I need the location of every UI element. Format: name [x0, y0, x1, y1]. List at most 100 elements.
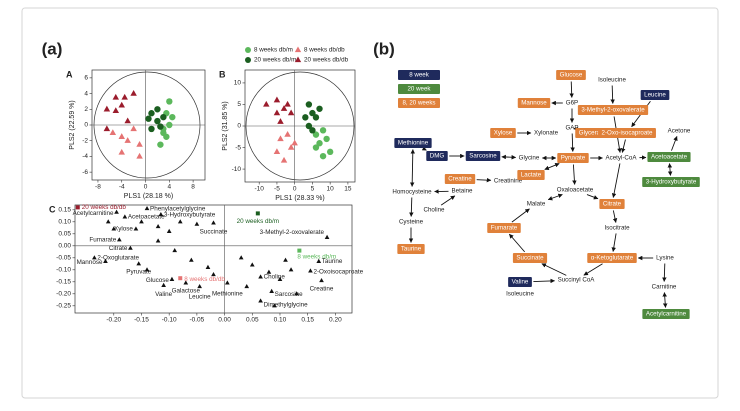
point [197, 284, 202, 289]
point [283, 257, 288, 262]
legend-marker [245, 57, 251, 63]
point [294, 291, 299, 296]
point-label: Xylose [114, 226, 133, 233]
point [323, 135, 330, 143]
point [177, 219, 183, 224]
point [172, 248, 178, 253]
pathway-arrow [667, 163, 673, 176]
node-box-label: Mannose [521, 100, 547, 107]
node-label: Isoleucine [598, 77, 626, 84]
subplot-label: A [66, 69, 73, 79]
y-tick-label: -0.10 [56, 267, 71, 274]
pathway-arrow [572, 164, 577, 185]
plot-frame [74, 204, 353, 314]
point [105, 219, 111, 224]
node-label: Cysteine [399, 219, 424, 226]
node-box [640, 90, 670, 100]
node-label: Oxaloacetate [557, 187, 594, 194]
node-box [444, 174, 476, 184]
point [277, 118, 284, 124]
pathway-arrow [511, 208, 530, 223]
node-box-label: Valine [512, 279, 529, 286]
point [308, 268, 313, 273]
x-tick-label: -0.10 [162, 317, 177, 324]
pathway-arrow [569, 81, 574, 98]
point [189, 257, 194, 262]
point [305, 101, 313, 108]
y-tick-label: -0.05 [56, 255, 71, 262]
node-box [556, 70, 586, 80]
x-tick-label: 0.05 [246, 317, 259, 324]
y-tick-label: -6 [82, 169, 88, 176]
point [124, 137, 131, 143]
y-tick-label: -5 [235, 144, 241, 151]
x-tick-label: 0 [293, 186, 297, 193]
point-label: Fumarate [89, 236, 116, 243]
point [166, 121, 173, 129]
point [238, 255, 244, 260]
pathway-arrow [611, 233, 617, 252]
node-label: Choline [424, 207, 446, 214]
point [312, 144, 320, 151]
point [145, 115, 152, 122]
node-box-label: 3-Methyl-2-oxovalerate [581, 107, 645, 114]
point [169, 276, 175, 281]
point-label: Acetylcarnitine [73, 210, 114, 217]
point [309, 127, 316, 134]
y-tick-label: 4 [84, 90, 88, 97]
pathway-arrow [586, 194, 599, 200]
point-label: 20 weeks db/m [237, 218, 279, 225]
legend-label: 8 weeks db/db [304, 47, 345, 54]
node-label: Homocysteine [392, 189, 432, 196]
x-tick-label: 0.00 [218, 317, 231, 324]
x-axis-label: PLS1 (28.33 %) [275, 195, 324, 202]
point [118, 148, 125, 155]
point [287, 143, 295, 150]
y-axis-label: PLS2 (22.59 %) [69, 100, 76, 149]
node-label: Betaine [452, 188, 474, 195]
node-label: Creatinine [494, 178, 523, 185]
point [277, 135, 284, 142]
group-point [75, 205, 80, 210]
point [158, 212, 164, 217]
point [291, 139, 298, 146]
legend-label: 20 week [407, 86, 431, 93]
point-label: 20 weeks db/db [82, 204, 127, 211]
y-tick-label: 6 [84, 75, 88, 82]
y-tick-label: 2 [84, 106, 88, 113]
node-box-label: Citrate [603, 201, 622, 208]
node-box-label: 3-Hydroxybutyrate [646, 179, 697, 186]
point-label: Pyruvate [126, 268, 151, 275]
node-box-label: Acetoacetate [651, 154, 688, 161]
x-tick-label: 8 [191, 184, 195, 191]
point [258, 298, 263, 303]
pathway-arrow [612, 210, 618, 223]
point-label: 3-Methyl-2-oxovalerate [260, 229, 325, 236]
node-box [490, 128, 516, 138]
point [284, 131, 291, 137]
legend-label: 20 weeks db/db [304, 57, 349, 64]
point [103, 105, 111, 112]
point [114, 209, 119, 214]
point [136, 152, 143, 159]
point [118, 133, 125, 139]
point [316, 140, 323, 147]
node-box-label: Glycerate [579, 130, 606, 137]
point [157, 141, 164, 148]
point-label: Phenylacetylglycine [150, 205, 206, 212]
node-box [508, 277, 532, 287]
point [136, 261, 142, 266]
point [205, 264, 211, 269]
pathway-arrow [533, 278, 555, 284]
point-label: Valine [155, 291, 173, 298]
point [284, 100, 291, 107]
pathway-arrow [610, 85, 615, 104]
x-tick-label: 0.20 [329, 317, 342, 324]
point [263, 100, 270, 107]
node-box [397, 244, 425, 254]
y-tick-label: -0.15 [56, 279, 71, 286]
x-tick-label: -0.20 [106, 317, 121, 324]
node-label: Succinyl CoA [558, 277, 596, 284]
node-box [465, 151, 501, 161]
point-label: Citrate [109, 245, 128, 252]
